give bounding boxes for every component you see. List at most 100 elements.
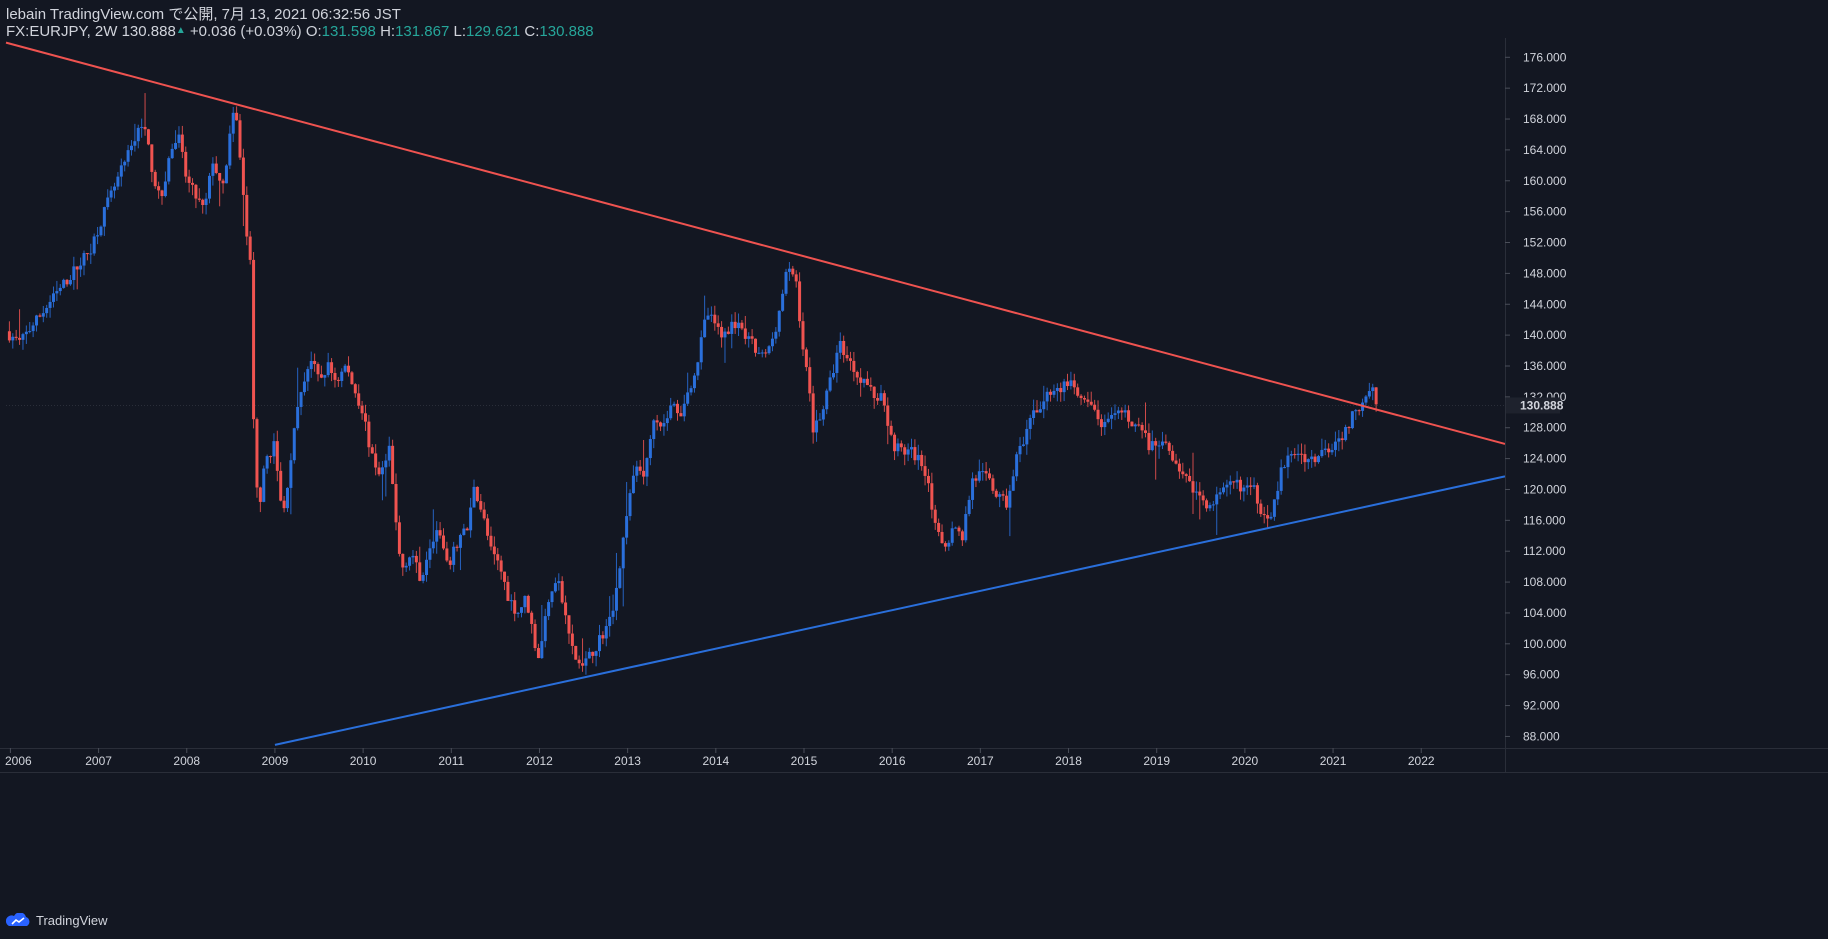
candle-body [224, 165, 228, 184]
candle-body [1218, 492, 1222, 495]
candle-body [1296, 453, 1300, 456]
candle-body [1330, 449, 1334, 453]
candle-body [550, 591, 554, 603]
candle-body [1140, 425, 1144, 431]
publisher-info: lebain TradingView.com で公開, 7月 13, 2021 … [6, 6, 401, 23]
candle-body [241, 157, 245, 195]
candle-body [519, 607, 523, 613]
candle-body [1320, 449, 1324, 457]
candle-body [191, 182, 195, 185]
candle-body [662, 423, 666, 427]
time-tick-label: 2007 [85, 754, 112, 768]
candle-body [1255, 485, 1259, 504]
resistance-trendline [5, 41, 1506, 445]
last-price: 130.888 [121, 23, 176, 40]
candle-body [31, 325, 35, 332]
candle-body [1130, 421, 1134, 427]
candle-body [296, 406, 300, 429]
candle-body [160, 190, 164, 197]
candle-body [1164, 441, 1168, 443]
candle-body [1306, 459, 1310, 463]
candle-body [889, 425, 893, 435]
candle-body [306, 369, 310, 382]
candle-body [557, 581, 561, 584]
candle-body [1147, 432, 1151, 451]
candle-body [469, 507, 473, 531]
candle-body [214, 163, 218, 173]
candle-body [896, 443, 900, 452]
candle-body [1171, 450, 1175, 461]
candle-body [642, 470, 646, 477]
candle-body [706, 315, 710, 320]
symbol-label[interactable]: FX:EURJPY, 2W [6, 23, 118, 40]
time-tick-label: 2008 [173, 754, 200, 768]
candle-body [1198, 491, 1202, 496]
candle-body [394, 484, 398, 523]
candle-body [272, 441, 276, 457]
candle-body [180, 134, 184, 152]
candle-body [157, 186, 161, 191]
candle-body [832, 372, 836, 378]
candle-body [458, 534, 462, 548]
candle-body [1018, 445, 1022, 455]
candle-body [675, 403, 679, 414]
tradingview-cloud-icon [6, 913, 30, 926]
candle-body [1089, 401, 1093, 405]
candle-body [45, 307, 49, 314]
candle-body [1222, 487, 1226, 493]
candle-body [102, 207, 106, 227]
candle-body [926, 475, 930, 484]
candle-body [767, 346, 771, 354]
candle-body [1347, 427, 1351, 429]
candle-body [770, 338, 774, 347]
candle-body [1235, 479, 1239, 483]
candle-body [737, 322, 741, 329]
candle-body [672, 403, 676, 406]
candle-body [1333, 441, 1337, 450]
candle-body [1313, 456, 1317, 463]
candle-body [499, 560, 503, 572]
candle-body [764, 352, 768, 354]
candle-body [940, 531, 944, 544]
candle-body [1137, 424, 1141, 426]
trend-lines[interactable] [5, 41, 1506, 746]
price-tick-label: 100.000 [1523, 637, 1567, 651]
price-change: +0.036 (+0.03%) [189, 23, 302, 40]
tradingview-brand[interactable]: TradingView [6, 912, 108, 928]
candle-body [89, 253, 93, 255]
price-axis[interactable]: 88.000 92.000 96.000 100.000 104.000 108.000 1… [1505, 50, 1567, 743]
candle-body [370, 447, 374, 454]
candle-body [7, 331, 11, 341]
candle-body [540, 641, 544, 659]
candle-body [1127, 410, 1131, 422]
candle-body [421, 574, 425, 581]
candle-body [14, 336, 18, 338]
candle-body [530, 612, 534, 624]
time-axis[interactable]: 2006 2007 2008 2009 2010 2011 2012 2013 2014 2015… [5, 748, 1435, 768]
candle-body [1096, 409, 1100, 420]
candle-body [1286, 455, 1290, 468]
candle-body [723, 331, 727, 338]
price-tick-label: 176.000 [1523, 50, 1567, 64]
candle-body [920, 454, 924, 467]
candle-body [113, 186, 117, 191]
candle-body [709, 314, 713, 316]
candle-body [265, 456, 269, 469]
candle-body [340, 371, 344, 381]
price-tick-label: 168.000 [1523, 112, 1567, 126]
candle-body [618, 568, 622, 588]
candle-body [957, 527, 961, 532]
candle-body [146, 129, 150, 145]
candle-body [821, 409, 825, 420]
candle-body [614, 587, 618, 611]
candle-body [1042, 401, 1046, 410]
time-tick-label: 2010 [350, 754, 377, 768]
candle-body [384, 460, 388, 468]
candle-body [1310, 456, 1314, 460]
candle-body [72, 266, 76, 280]
candle-body [143, 126, 147, 130]
candle-body [882, 393, 886, 406]
high-label: H: [380, 23, 396, 40]
candle-body [1103, 421, 1107, 428]
